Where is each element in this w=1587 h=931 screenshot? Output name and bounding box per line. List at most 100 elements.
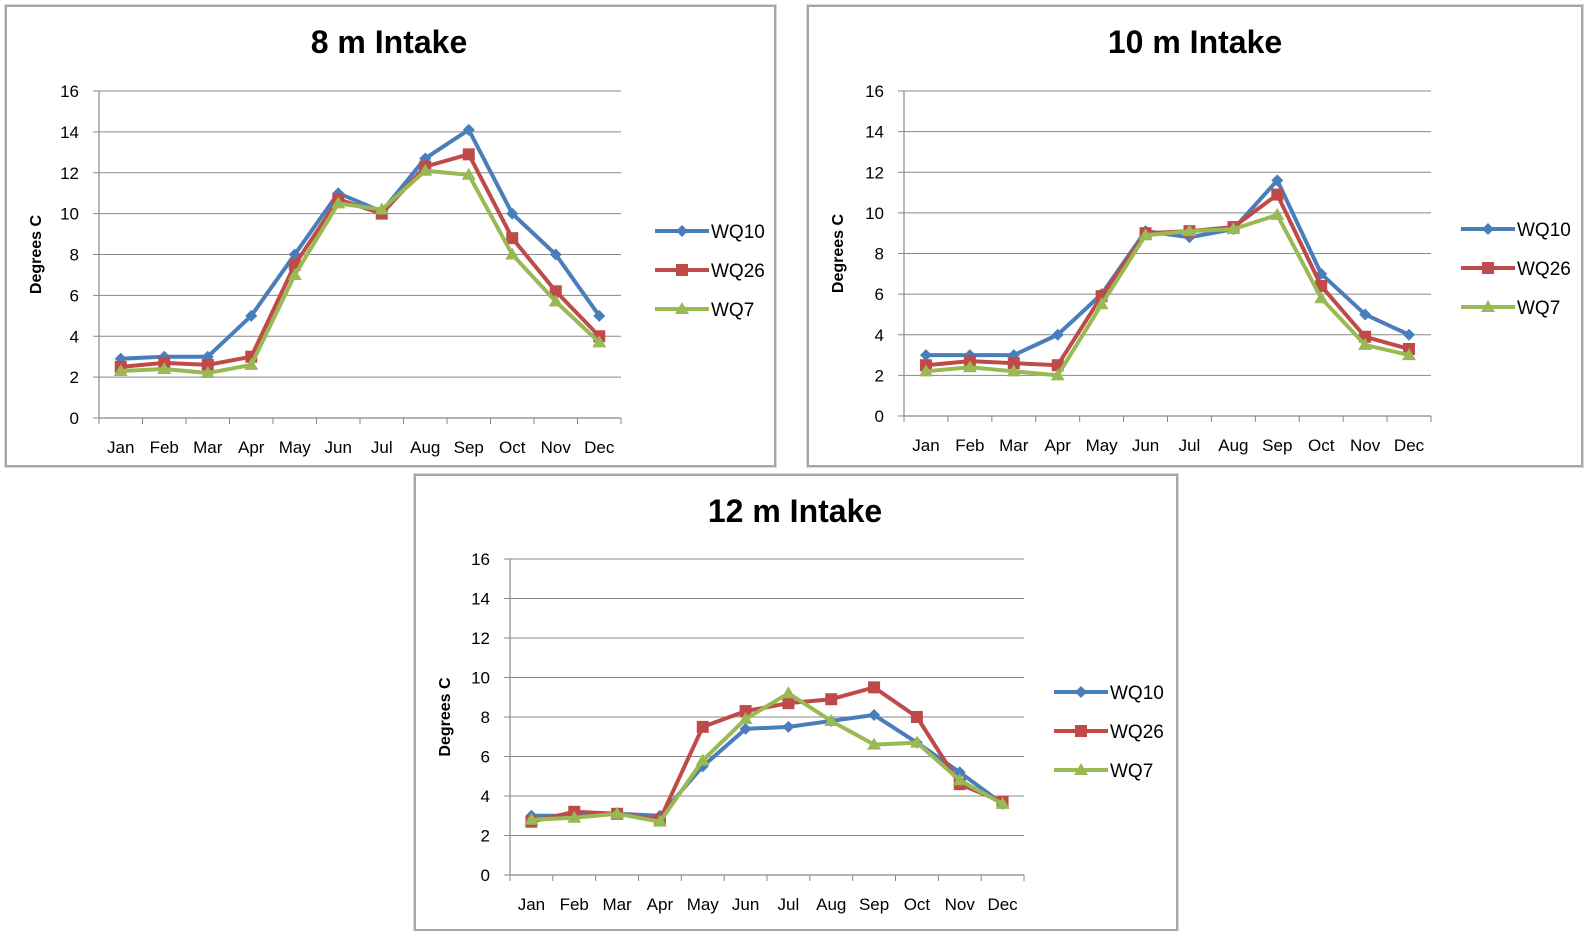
y-tick-label: 0: [875, 407, 884, 426]
x-tick-label: Mar: [999, 436, 1029, 455]
data-point-wq10: [245, 309, 258, 322]
legend-marker: [1074, 763, 1088, 775]
data-point-wq7: [592, 335, 607, 348]
y-tick-label: 10: [60, 205, 79, 224]
data-point-wq10: [462, 123, 475, 136]
data-point-wq7: [461, 167, 476, 180]
legend-label: WQ10: [711, 222, 765, 243]
x-tick-label: Apr: [647, 895, 674, 914]
x-tick-label: Jun: [325, 438, 352, 457]
legend-label: WQ7: [1517, 298, 1560, 319]
legend-marker: [1481, 300, 1495, 312]
line-chart-12m-intake: 12 m Intake 0 2 4 6 8 10 12 14 16 Jan Feb Mar Apr May J…: [437, 493, 1164, 914]
data-point-wq7: [1050, 368, 1065, 381]
chart-title: 10 m Intake: [1108, 24, 1282, 60]
legend-item-wq7: WQ7: [655, 300, 754, 321]
series-wq7: [524, 686, 1010, 827]
y-tick-label: 10: [471, 669, 490, 688]
legend-marker: [676, 225, 688, 237]
x-tick-label: Apr: [238, 438, 265, 457]
series-wq10: [525, 709, 1009, 822]
chart-title: 12 m Intake: [708, 493, 882, 529]
y-axis-label: Degrees C: [830, 213, 847, 293]
data-point-wq7: [1182, 224, 1197, 237]
x-tick-label: Feb: [955, 436, 984, 455]
legend-label: WQ26: [1517, 259, 1571, 280]
data-point-wq7: [909, 735, 924, 748]
series-line-wq10: [118, 127, 602, 361]
x-tick-label: Oct: [1308, 436, 1335, 455]
legend-label: WQ26: [711, 261, 765, 282]
data-point-wq10: [1359, 308, 1372, 321]
data-point-wq10: [506, 207, 519, 220]
data-point-wq7: [1270, 207, 1285, 220]
x-tick-label: Jun: [732, 895, 759, 914]
series-line-wq10: [923, 178, 1412, 358]
data-point-wq7: [200, 366, 215, 379]
data-point-wq26: [549, 285, 562, 298]
legend-marker: [1075, 725, 1087, 737]
series-line-wq7: [529, 691, 1005, 824]
legend-label: WQ10: [1517, 220, 1571, 241]
legend-marker: [676, 264, 688, 276]
y-axis-label: Degrees C: [28, 214, 45, 294]
data-point-wq26: [910, 711, 923, 723]
line-chart-8m-intake: 8 m Intake 0 2 4 6 8 10 12 14 16 Jan Feb Mar Apr May Ju…: [28, 24, 765, 457]
data-point-wq7: [962, 360, 977, 373]
data-point-wq10: [868, 709, 881, 722]
data-point-wq10: [739, 722, 752, 735]
data-point-wq7: [695, 753, 710, 766]
data-point-wq10: [593, 309, 606, 322]
series-line-wq7: [118, 168, 602, 376]
data-point-wq7: [952, 773, 967, 786]
x-tick-label: May: [1086, 436, 1119, 455]
legend-item-wq26: WQ26: [1054, 722, 1164, 743]
y-tick-label: 2: [481, 827, 490, 846]
data-point-wq7: [824, 713, 839, 726]
legend: WQ10 WQ26 WQ7: [655, 222, 765, 321]
x-tick-label: Mar: [193, 438, 223, 457]
legend-item-wq10: WQ10: [1054, 683, 1164, 704]
y-tick-label: 6: [875, 285, 884, 304]
data-point-wq7: [567, 810, 582, 823]
x-tick-label: Aug: [410, 438, 440, 457]
x-tick-label: Aug: [816, 895, 846, 914]
gridlines: [93, 90, 621, 419]
data-point-wq7: [1094, 297, 1109, 310]
data-point-wq26: [696, 720, 709, 733]
x-tick-label: Jul: [1179, 436, 1201, 455]
data-point-wq26: [201, 358, 214, 371]
legend: WQ10 WQ26 WQ7: [1461, 220, 1571, 319]
x-tick-label: Sep: [859, 895, 889, 914]
data-point-wq26: [782, 697, 795, 710]
y-tick-label: 14: [60, 123, 79, 142]
series-line-wq7: [923, 212, 1412, 378]
x-tick-label: Jul: [778, 895, 800, 914]
data-point-wq7: [995, 796, 1010, 809]
data-point-wq7: [524, 812, 539, 825]
data-point-wq7: [781, 686, 796, 699]
chart-panel-12m-intake: 12 m Intake 0 2 4 6 8 10 12 14 16 Jan Feb Mar Apr May J…: [413, 473, 1179, 931]
series-line-wq26: [923, 192, 1412, 368]
data-point-wq7: [1138, 228, 1153, 241]
data-point-wq7: [374, 202, 389, 215]
y-tick-label: 2: [875, 366, 884, 385]
x-tick-label: Apr: [1044, 436, 1071, 455]
x-tick-label: Jun: [1132, 436, 1159, 455]
x-tick-label: Sep: [454, 438, 484, 457]
legend-item-wq7: WQ7: [1461, 298, 1560, 319]
legend-item-wq26: WQ26: [655, 261, 765, 282]
y-tick-label: 8: [481, 708, 490, 727]
data-point-wq7: [157, 361, 172, 374]
data-point-wq10: [549, 248, 562, 261]
x-tick-label: Feb: [150, 438, 179, 457]
gridlines: [898, 90, 1431, 417]
data-point-wq7: [610, 806, 625, 819]
data-point-wq10: [1051, 328, 1064, 341]
x-tick-label: May: [687, 895, 720, 914]
x-tick-label: Sep: [1262, 436, 1292, 455]
legend-label: WQ7: [711, 300, 754, 321]
data-point-wq7: [1006, 364, 1021, 377]
data-point-wq7: [505, 247, 520, 260]
data-point-wq26: [462, 148, 475, 161]
